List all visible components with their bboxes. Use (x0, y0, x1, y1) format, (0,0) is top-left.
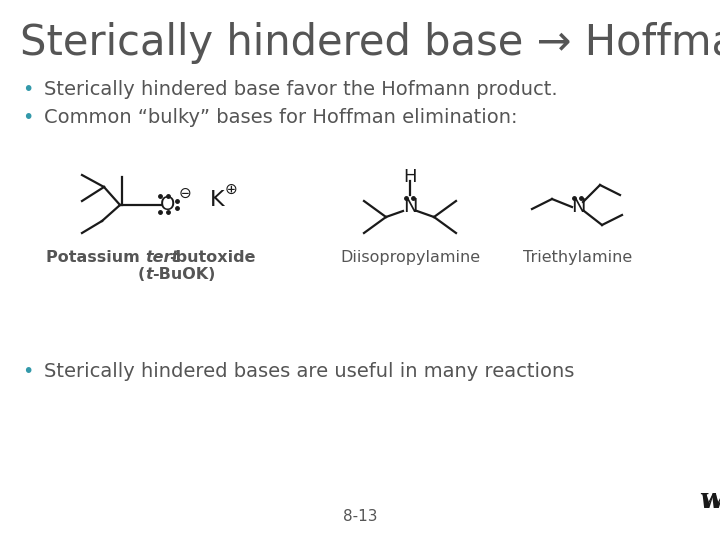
Text: t: t (145, 267, 153, 282)
Text: •: • (22, 108, 33, 127)
Text: N: N (571, 198, 585, 217)
Text: Diisopropylamine: Diisopropylamine (340, 250, 480, 265)
Text: W: W (700, 492, 720, 512)
Text: H: H (403, 168, 417, 186)
Text: Sterically hindered bases are useful in many reactions: Sterically hindered bases are useful in … (44, 362, 575, 381)
Text: K: K (210, 190, 225, 210)
Text: Sterically hindered base → Hoffmann: Sterically hindered base → Hoffmann (20, 22, 720, 64)
Text: 8-13: 8-13 (343, 509, 377, 524)
Text: Common “bulky” bases for Hoffman elimination:: Common “bulky” bases for Hoffman elimina… (44, 108, 518, 127)
Text: ⊖: ⊖ (179, 186, 192, 200)
Text: -butoxide: -butoxide (169, 250, 256, 265)
Text: (: ( (138, 267, 145, 282)
Text: N: N (402, 198, 418, 217)
Text: Potassium: Potassium (45, 250, 145, 265)
Text: O: O (161, 194, 176, 213)
Text: tert: tert (145, 250, 179, 265)
Text: WILEY: WILEY (700, 492, 720, 512)
Text: Sterically hindered base favor the Hofmann product.: Sterically hindered base favor the Hofma… (44, 80, 557, 99)
Text: -BuOK): -BuOK) (152, 267, 215, 282)
Text: •: • (22, 80, 33, 99)
Text: ⊕: ⊕ (225, 181, 238, 197)
Text: Triethylamine: Triethylamine (523, 250, 633, 265)
Text: •: • (22, 362, 33, 381)
